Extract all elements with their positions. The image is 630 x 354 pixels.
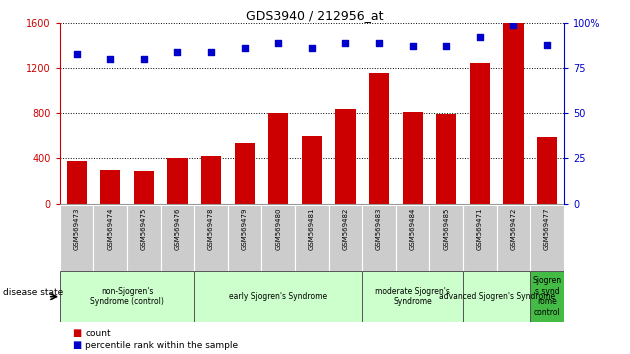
- Bar: [194, 271, 362, 322]
- Bar: [396, 205, 430, 271]
- Point: [72, 51, 82, 57]
- Text: ■: ■: [72, 329, 82, 338]
- Point: [307, 45, 317, 51]
- Text: GSM569476: GSM569476: [175, 207, 180, 250]
- Point: [239, 45, 249, 51]
- Bar: [60, 271, 194, 322]
- Text: disease state: disease state: [3, 287, 64, 297]
- Bar: [463, 271, 530, 322]
- Text: early Sjogren's Syndrome: early Sjogren's Syndrome: [229, 292, 328, 301]
- Bar: [403, 112, 423, 204]
- Bar: [261, 205, 295, 271]
- Bar: [503, 23, 524, 204]
- Point: [273, 40, 284, 46]
- Point: [206, 49, 216, 55]
- Text: GDS3940 / 212956_at: GDS3940 / 212956_at: [246, 9, 384, 22]
- Point: [340, 40, 350, 46]
- Text: GSM569473: GSM569473: [74, 207, 79, 250]
- Text: GSM569474: GSM569474: [107, 207, 113, 250]
- Bar: [60, 205, 93, 271]
- Text: GSM569477: GSM569477: [544, 207, 550, 250]
- Point: [508, 22, 518, 28]
- Bar: [335, 109, 355, 204]
- Bar: [463, 205, 496, 271]
- Bar: [201, 156, 221, 204]
- Point: [542, 42, 552, 47]
- Text: GSM569471: GSM569471: [477, 207, 483, 250]
- Bar: [268, 113, 289, 204]
- Bar: [329, 205, 362, 271]
- Text: GSM569482: GSM569482: [343, 207, 348, 250]
- Text: advanced Sjogren's Syndrome: advanced Sjogren's Syndrome: [438, 292, 554, 301]
- Bar: [537, 137, 557, 204]
- Point: [441, 44, 451, 49]
- Bar: [369, 73, 389, 204]
- Point: [139, 56, 149, 62]
- Bar: [530, 271, 564, 322]
- Bar: [168, 159, 188, 204]
- Point: [408, 44, 418, 49]
- Bar: [496, 205, 530, 271]
- Point: [374, 40, 384, 46]
- Text: count: count: [85, 329, 111, 338]
- Point: [105, 56, 115, 62]
- Bar: [228, 205, 261, 271]
- Bar: [67, 161, 87, 204]
- Text: GSM569485: GSM569485: [444, 207, 449, 250]
- Bar: [430, 205, 463, 271]
- Text: ■: ■: [72, 340, 82, 350]
- Bar: [295, 205, 329, 271]
- Bar: [436, 114, 456, 204]
- Bar: [134, 171, 154, 204]
- Text: GSM569472: GSM569472: [510, 207, 517, 250]
- Text: Sjogren
s synd
rome
control: Sjogren s synd rome control: [532, 276, 561, 316]
- Bar: [194, 205, 228, 271]
- Bar: [470, 63, 490, 204]
- Text: percentile rank within the sample: percentile rank within the sample: [85, 341, 238, 350]
- Point: [475, 35, 485, 40]
- Text: GSM569483: GSM569483: [376, 207, 382, 250]
- Text: GSM569480: GSM569480: [275, 207, 281, 250]
- Text: GSM569479: GSM569479: [242, 207, 248, 250]
- Bar: [362, 205, 396, 271]
- Bar: [93, 205, 127, 271]
- Bar: [127, 205, 161, 271]
- Bar: [100, 170, 120, 204]
- Point: [173, 49, 183, 55]
- Bar: [530, 205, 564, 271]
- Text: GSM569475: GSM569475: [141, 207, 147, 250]
- Text: moderate Sjogren's
Syndrome: moderate Sjogren's Syndrome: [375, 287, 450, 306]
- Text: GSM569484: GSM569484: [410, 207, 416, 250]
- Bar: [234, 143, 255, 204]
- Bar: [362, 271, 463, 322]
- Text: GSM569478: GSM569478: [208, 207, 214, 250]
- Bar: [302, 136, 322, 204]
- Text: GSM569481: GSM569481: [309, 207, 315, 250]
- Bar: [161, 205, 194, 271]
- Text: non-Sjogren's
Syndrome (control): non-Sjogren's Syndrome (control): [90, 287, 164, 306]
